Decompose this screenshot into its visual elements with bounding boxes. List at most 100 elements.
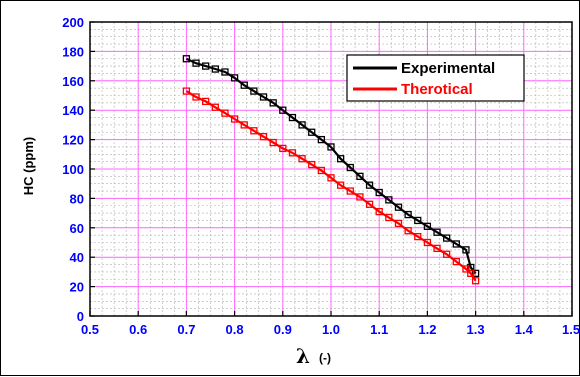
data-point-marker bbox=[230, 115, 239, 123]
x-tick-label: 1.5 bbox=[562, 322, 580, 337]
data-point-marker bbox=[414, 232, 422, 241]
data-point-marker bbox=[404, 227, 412, 235]
data-point-marker bbox=[192, 59, 200, 67]
data-point-marker bbox=[202, 97, 210, 106]
x-axis-label: λ bbox=[296, 344, 310, 368]
data-point-marker bbox=[202, 62, 210, 70]
data-point-marker bbox=[385, 196, 393, 204]
legend-box bbox=[346, 54, 525, 102]
y-tick-label: 0 bbox=[77, 309, 84, 324]
data-point-marker bbox=[336, 181, 345, 189]
data-point-marker bbox=[471, 277, 480, 285]
x-tick-label: 0.5 bbox=[81, 322, 99, 337]
data-point-marker bbox=[365, 181, 374, 189]
x-tick-label: 1.2 bbox=[418, 322, 436, 337]
data-point-marker bbox=[269, 138, 277, 147]
data-point-marker bbox=[182, 87, 191, 95]
data-point-marker bbox=[211, 103, 219, 111]
data-point-marker bbox=[298, 121, 306, 129]
data-point-marker bbox=[423, 238, 432, 247]
y-tick-label: 160 bbox=[62, 74, 84, 89]
data-point-marker bbox=[327, 143, 335, 151]
data-point-marker bbox=[230, 74, 239, 82]
axis-ticks bbox=[89, 21, 573, 317]
data-point-marker bbox=[259, 93, 268, 101]
series-line-experimental bbox=[185, 57, 477, 275]
data-point-marker bbox=[327, 174, 335, 182]
data-point-marker bbox=[443, 234, 451, 242]
data-point-marker bbox=[336, 155, 345, 163]
y-tick-label: 180 bbox=[62, 44, 84, 59]
data-point-marker bbox=[423, 222, 432, 230]
x-tick-label: 0.6 bbox=[129, 322, 147, 337]
data-point-marker bbox=[279, 144, 287, 153]
legend-label: Experimental bbox=[401, 60, 495, 77]
data-point-marker bbox=[452, 240, 460, 248]
data-point-marker bbox=[375, 207, 383, 216]
x-tick-labels: 0.5 0.6 0.7 0.8 0.9 1.0 1.1 1.2 1.3 1.4 1.5 bbox=[81, 322, 580, 337]
y-tick-label: 120 bbox=[62, 133, 84, 148]
data-point-marker bbox=[394, 219, 403, 228]
data-point-marker bbox=[308, 160, 316, 169]
data-point-marker bbox=[221, 68, 229, 76]
x-tick-label: 0.9 bbox=[274, 322, 292, 337]
data-point-marker bbox=[259, 133, 268, 141]
y-tick-label: 140 bbox=[62, 103, 84, 118]
data-point-marker bbox=[317, 135, 326, 144]
data-point-marker bbox=[394, 203, 403, 211]
data-point-marker bbox=[308, 128, 316, 136]
data-point-marker bbox=[471, 269, 480, 278]
data-point-marker bbox=[452, 257, 460, 266]
data-point-marker bbox=[240, 121, 248, 129]
data-point-marker bbox=[288, 149, 297, 157]
data-point-marker bbox=[356, 193, 364, 201]
data-point-marker bbox=[385, 213, 393, 222]
data-point-marker bbox=[298, 155, 306, 163]
data-point-marker bbox=[192, 93, 200, 101]
data-point-marker bbox=[182, 55, 191, 63]
series-layer bbox=[182, 55, 480, 285]
series-line-therotical bbox=[185, 90, 477, 282]
data-point-marker bbox=[211, 65, 219, 73]
legend-label: Therotical bbox=[401, 81, 473, 98]
y-axis-label: HC (ppm) bbox=[21, 137, 36, 196]
x-tick-label: 0.8 bbox=[226, 322, 244, 337]
data-point-marker bbox=[288, 113, 297, 122]
data-point-marker bbox=[317, 166, 326, 175]
y-tick-labels: 0 20 40 60 80 100 120 140 160 180 200 bbox=[62, 15, 84, 324]
x-tick-label: 1.0 bbox=[322, 322, 340, 337]
data-point-marker bbox=[462, 246, 470, 254]
data-point-marker bbox=[269, 99, 277, 107]
data-point-marker bbox=[250, 87, 258, 95]
data-point-marker bbox=[443, 250, 451, 258]
y-tick-label: 100 bbox=[62, 162, 84, 177]
x-tick-label: 0.7 bbox=[177, 322, 195, 337]
x-tick-label: 1.4 bbox=[515, 322, 534, 337]
data-point-marker bbox=[250, 127, 258, 135]
data-point-marker bbox=[221, 109, 229, 117]
legend: Experimental Therotical bbox=[346, 54, 525, 102]
data-point-marker bbox=[414, 216, 422, 225]
x-axis-unit: (-) bbox=[319, 351, 331, 365]
x-tick-label: 1.3 bbox=[467, 322, 485, 337]
y-tick-label: 80 bbox=[70, 191, 84, 206]
x-tick-label: 1.1 bbox=[370, 322, 388, 337]
y-tick-label: 40 bbox=[70, 250, 84, 265]
y-tick-label: 200 bbox=[62, 15, 84, 30]
data-point-marker bbox=[375, 188, 383, 197]
data-point-marker bbox=[279, 106, 287, 114]
data-point-marker bbox=[433, 244, 441, 253]
data-point-marker bbox=[462, 265, 470, 273]
data-point-marker bbox=[433, 228, 441, 236]
y-tick-label: 60 bbox=[70, 221, 84, 236]
data-point-marker bbox=[240, 81, 248, 89]
data-point-marker bbox=[346, 187, 354, 195]
data-point-marker bbox=[356, 172, 364, 181]
y-tick-label: 20 bbox=[70, 280, 84, 295]
data-point-marker bbox=[467, 269, 475, 278]
data-point-marker bbox=[365, 200, 374, 208]
data-point-marker bbox=[346, 163, 354, 172]
data-point-marker bbox=[404, 210, 412, 219]
